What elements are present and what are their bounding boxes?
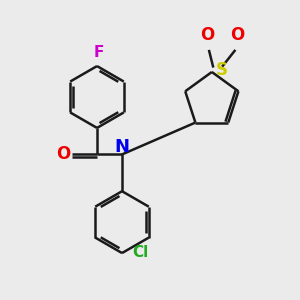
Text: O: O [56,146,70,164]
Text: N: N [115,138,130,156]
Text: O: O [200,26,214,44]
Text: S: S [216,61,228,80]
Text: O: O [230,26,244,44]
Text: F: F [93,45,104,60]
Text: Cl: Cl [132,245,148,260]
